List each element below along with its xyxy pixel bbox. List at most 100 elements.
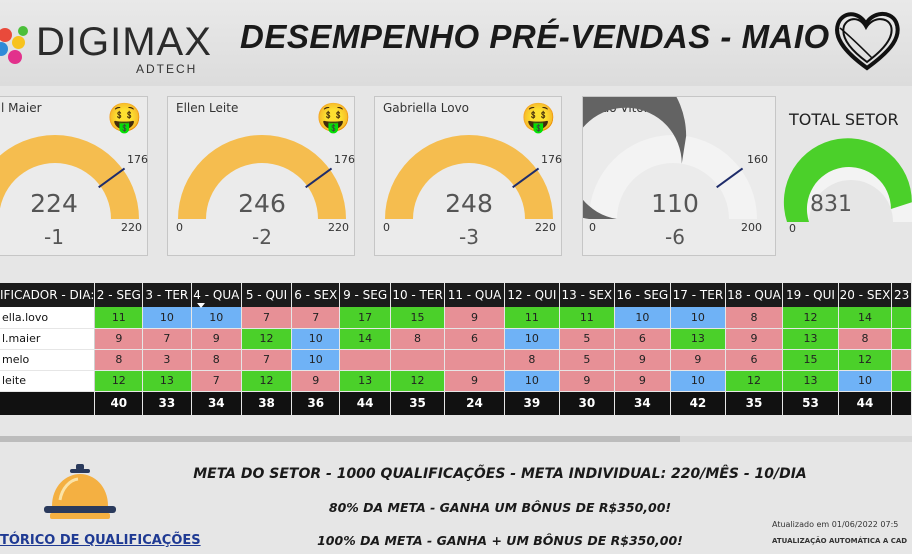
table-cell: 14 xyxy=(838,307,893,329)
table-cell: 10 xyxy=(838,370,893,392)
header: DIGIMAX ADTECH DESEMPENHO PRÉ-VENDAS - M… xyxy=(0,0,912,86)
gauge-arc xyxy=(178,135,346,219)
gauge-target-marker xyxy=(512,167,540,189)
gauge-name: l Maier xyxy=(1,101,42,115)
table-cell: 10 xyxy=(614,307,672,329)
gauge-arc-background xyxy=(589,135,757,219)
table-cell: 12 xyxy=(725,370,784,392)
gauge-target-marker xyxy=(716,167,744,189)
money-face-icon: 🤑 xyxy=(316,101,351,134)
table-cell: 12 xyxy=(241,370,293,392)
table-cell: 8 xyxy=(390,328,446,350)
total-cell: 53 xyxy=(782,391,839,416)
total-cell: 30 xyxy=(559,391,615,416)
table-cell: 9 xyxy=(191,328,243,350)
table-cell: 9 xyxy=(614,370,672,392)
table-cell: 3 xyxy=(142,349,192,371)
gauge-target-marker xyxy=(305,167,333,189)
table-cell: 10 xyxy=(504,328,561,350)
table-row[interactable]: melo 8 3 8 7 10 8 5 9 9 6 15 12 xyxy=(0,349,912,371)
gauge-value: 110 xyxy=(651,189,699,218)
table-cell: 12 xyxy=(241,328,293,350)
gauge-min-label: 0 xyxy=(176,221,183,234)
total-cell: 44 xyxy=(838,391,893,416)
table-cell: 9 xyxy=(559,370,615,392)
column-header-day[interactable]: 2 - SEG xyxy=(94,283,144,307)
total-cell: 36 xyxy=(291,391,341,416)
column-header-day[interactable]: 16 - SEG xyxy=(614,283,672,307)
total-setor-card[interactable]: TOTAL SETOR 0 831 xyxy=(783,96,912,256)
gauge-chart xyxy=(178,135,346,219)
total-cell: 34 xyxy=(614,391,672,416)
column-header-day[interactable]: 5 - QUI xyxy=(241,283,293,307)
qualifier-name: leite xyxy=(0,370,96,392)
table-cell xyxy=(891,349,912,371)
table-cell: 5 xyxy=(559,328,615,350)
column-header-day[interactable]: 17 - TER xyxy=(670,283,726,307)
digimax-logo: DIGIMAX ADTECH xyxy=(0,14,220,76)
table-cell: 17 xyxy=(339,307,391,329)
gauge-target-label: 176 xyxy=(127,153,148,166)
scrollbar-thumb[interactable] xyxy=(0,436,680,442)
gauge-max-label: 220 xyxy=(328,221,349,234)
qualifications-table: IFICADOR - DIA: 2 - SEG 3 - TER 4 - QUA 5 - … xyxy=(0,283,912,416)
gauge-arc xyxy=(583,97,687,219)
table-row[interactable]: leite 12 13 7 12 9 13 12 9 10 9 9 10 12 13 10 xyxy=(0,370,912,392)
table-cell: 8 xyxy=(191,349,243,371)
gauge-chart xyxy=(385,135,553,219)
horizontal-scrollbar[interactable] xyxy=(0,436,912,442)
history-link[interactable]: TÓRICO DE QUALIFICAÇÕES xyxy=(0,533,201,548)
column-header-day[interactable]: 10 - TER xyxy=(390,283,446,307)
total-cell: 24 xyxy=(444,391,505,416)
gauge-card-maier[interactable]: l Maier 🤑 176 224 -1 220 xyxy=(0,96,148,256)
table-cell: 8 xyxy=(94,349,144,371)
column-header-day[interactable]: 6 - SEX xyxy=(291,283,341,307)
totals-row: 40 33 34 38 36 44 35 24 39 30 34 42 35 53 44 xyxy=(0,391,912,416)
gauge-value: 224 xyxy=(30,189,78,218)
table-cell: 10 xyxy=(191,307,243,329)
column-header-day[interactable]: 23 xyxy=(891,283,912,307)
column-header-day[interactable]: 20 - SEX xyxy=(838,283,893,307)
column-header-day[interactable]: 4 - QUA xyxy=(191,283,243,307)
gauge-card-joao[interactable]: João Vitor 0 160 110 -6 200 xyxy=(582,96,776,256)
gauge-diff: -6 xyxy=(665,225,685,249)
table-row[interactable]: ella.lovo 11 10 10 7 7 17 15 9 11 11 10 10 8 12 14 xyxy=(0,307,912,329)
table-cell: 14 xyxy=(339,328,391,350)
service-bell-icon xyxy=(44,464,116,519)
column-header-qualifier[interactable]: IFICADOR - DIA: xyxy=(0,283,96,307)
gauge-value: 246 xyxy=(238,189,286,218)
heart-icon xyxy=(835,12,900,71)
table-cell: 7 xyxy=(191,370,243,392)
column-header-day[interactable]: 3 - TER xyxy=(142,283,192,307)
gauge-card-gabriella[interactable]: Gabriella Lovo 🤑 0 176 248 -3 220 xyxy=(374,96,562,256)
column-header-day[interactable]: 13 - SEX xyxy=(559,283,615,307)
table-cell: 9 xyxy=(444,370,505,392)
gauge-min-label: 0 xyxy=(383,221,390,234)
logo-subtext: ADTECH xyxy=(136,62,198,76)
table-cell: 5 xyxy=(559,349,615,371)
table-cell: 6 xyxy=(444,328,505,350)
table-row[interactable]: l.maier 9 7 9 12 10 14 8 6 10 5 6 13 9 13 8 xyxy=(0,328,912,350)
total-cell: 42 xyxy=(670,391,726,416)
column-header-day[interactable]: 11 - QUA xyxy=(444,283,505,307)
column-header-day[interactable]: 12 - QUI xyxy=(504,283,561,307)
table-cell: 10 xyxy=(670,370,726,392)
gauge-diff: -2 xyxy=(252,225,272,249)
column-header-day[interactable]: 9 - SEG xyxy=(339,283,391,307)
table-cell: 12 xyxy=(782,307,839,329)
sort-descending-icon[interactable] xyxy=(197,303,205,308)
table-cell: 9 xyxy=(725,328,784,350)
gauge-min-label: 0 xyxy=(589,221,596,234)
table-cell: 11 xyxy=(559,307,615,329)
table-cell: 12 xyxy=(94,370,144,392)
gauge-card-ellen[interactable]: Ellen Leite 🤑 0 176 246 -2 220 xyxy=(167,96,355,256)
column-header-day[interactable]: 18 - QUA xyxy=(725,283,784,307)
table-cell: 9 xyxy=(670,349,726,371)
table-cell: 7 xyxy=(241,307,293,329)
column-header-day[interactable]: 19 - QUI xyxy=(782,283,839,307)
table-cell: 10 xyxy=(504,370,561,392)
table-cell xyxy=(891,307,912,329)
qualifier-name: l.maier xyxy=(0,328,96,350)
meta-line-3: 100% DA META - GANHA + UM BÔNUS DE R$350… xyxy=(317,533,683,548)
